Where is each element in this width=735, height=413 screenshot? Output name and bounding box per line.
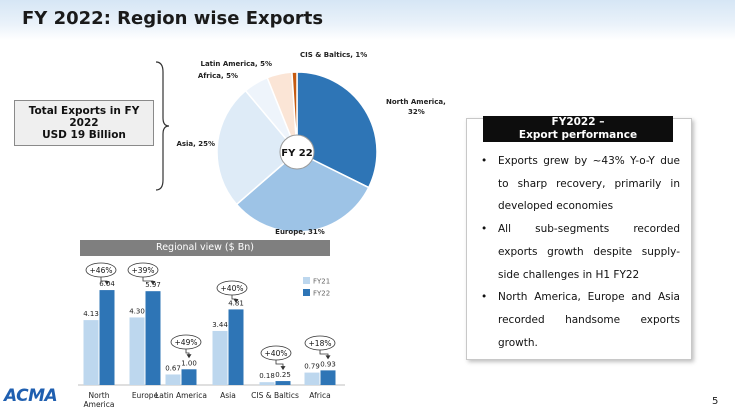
arrow-head	[104, 281, 110, 285]
bar	[99, 290, 115, 385]
pie-label: Latin America, 5%	[200, 60, 272, 68]
bar	[212, 330, 228, 385]
arrow-head	[280, 366, 286, 371]
bar	[228, 309, 244, 385]
bar	[320, 370, 336, 385]
annotation: +40%	[221, 284, 244, 293]
data-label: 4.13	[83, 310, 99, 318]
brace	[155, 61, 170, 191]
arrow-head	[150, 281, 156, 285]
bullet: Exports grew by ~43% Y-o-Y due to sharp …	[478, 150, 680, 218]
pie-label: Asia, 25%	[176, 140, 215, 148]
total-line: Total Exports in FY 2022	[28, 105, 140, 129]
x-tick-label: Latin America	[155, 391, 207, 400]
data-label: 0.93	[320, 360, 336, 368]
data-label: 0.67	[165, 364, 181, 372]
bar	[129, 317, 145, 385]
bar	[259, 382, 275, 385]
performance-heading: FY2022 – Export performance	[483, 116, 673, 142]
pie-center-label: FY 22	[281, 148, 313, 159]
bar	[275, 381, 291, 385]
arrow-head	[325, 355, 331, 360]
annotation: +49%	[175, 338, 198, 347]
bar	[145, 291, 161, 385]
x-tick-label: Europe	[131, 391, 159, 400]
pie-slice	[291, 71, 298, 153]
pie-slice	[216, 89, 299, 206]
bar	[83, 320, 99, 385]
legend-swatch	[303, 289, 310, 296]
heading-line: FY2022 –	[551, 116, 605, 128]
data-label: 3.44	[212, 321, 228, 329]
data-label: 0.79	[304, 363, 320, 371]
pie-slice	[235, 151, 370, 233]
data-label: 5.97	[145, 281, 161, 289]
legend-label: FY22	[313, 290, 330, 298]
pie-slice	[296, 71, 378, 189]
annotation: +46%	[90, 266, 113, 275]
pie-label: CIS & Baltics, 1%	[300, 51, 367, 59]
data-label: 0.25	[275, 371, 291, 379]
heading-line: Export performance	[518, 129, 638, 141]
bullet: North America, Europe and Asia recorded …	[478, 286, 680, 354]
x-tick-label: North America	[83, 391, 115, 409]
data-label: 4.81	[228, 299, 244, 307]
annotation: +39%	[132, 266, 155, 275]
annotation: +40%	[265, 349, 288, 358]
total-box: Total Exports in FY 2022 USD 19 Billion	[14, 100, 154, 146]
data-label: 1.00	[181, 359, 197, 367]
title-bar	[0, 0, 735, 40]
x-tick-label: CIS & Baltics	[251, 391, 299, 400]
data-label: 0.18	[259, 372, 275, 380]
bar	[304, 372, 320, 385]
slide-title: FY 2022: Region wise Exports	[22, 8, 324, 29]
bullet: All sub-segments recorded exports growth…	[478, 218, 680, 286]
page-number: 5	[712, 396, 719, 407]
data-label: 4.30	[129, 307, 145, 315]
legend-swatch	[303, 277, 310, 284]
total-line: USD 19 Billion	[42, 129, 126, 141]
bar	[165, 374, 181, 385]
pie-label: Africa, 5%	[198, 72, 238, 80]
pie-center	[279, 134, 315, 170]
pie-label: Europe, 31%	[275, 228, 325, 236]
bar	[181, 369, 197, 385]
bar-chart-title: Regional view ($ Bn)	[80, 240, 330, 256]
annotation: +18%	[309, 339, 332, 348]
legend-label: FY21	[313, 278, 330, 286]
x-tick-label: Africa	[309, 391, 331, 400]
arrow-head	[186, 354, 192, 359]
bullet-list: Exports grew by ~43% Y-o-Y due to sharp …	[478, 150, 680, 354]
pie-label: North America, 32%	[386, 98, 446, 116]
arrow-head	[233, 299, 239, 303]
x-tick-label: Asia	[220, 391, 236, 400]
logo: ACMA	[4, 386, 58, 406]
